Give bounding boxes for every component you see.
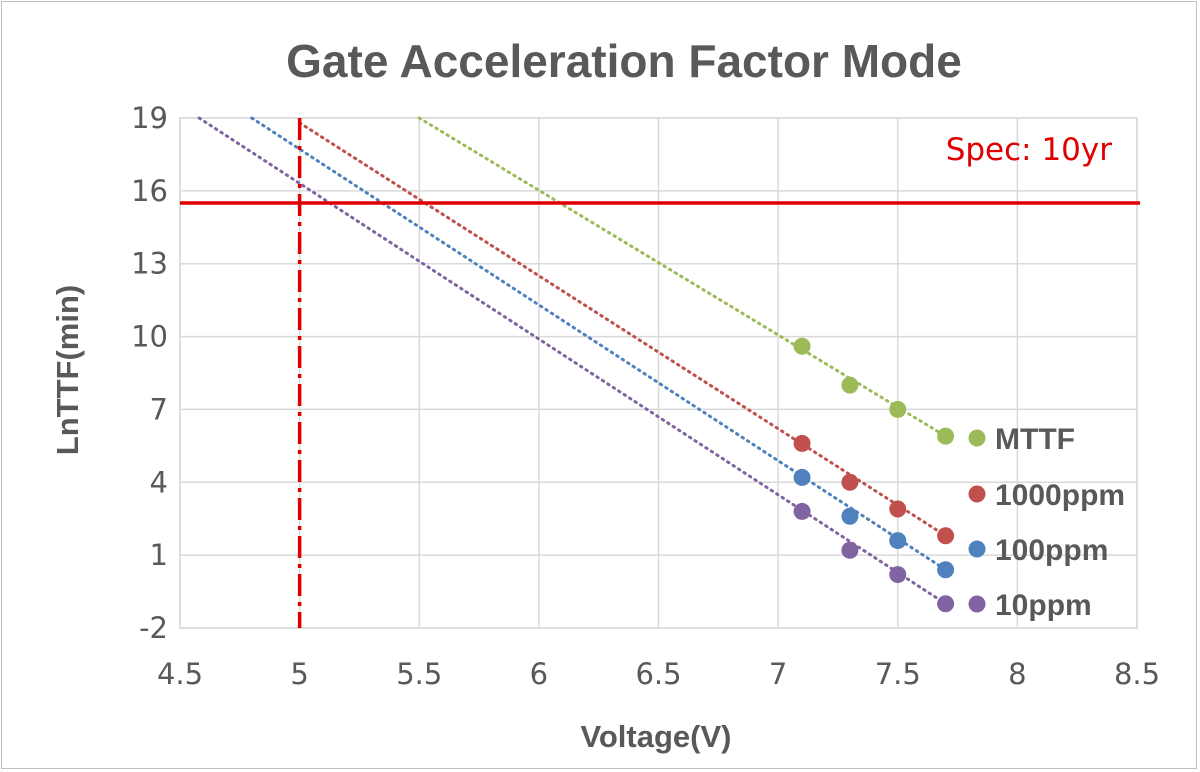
data-point xyxy=(841,541,859,559)
data-point xyxy=(937,595,955,613)
series-group xyxy=(197,116,955,613)
y-axis-label: LnTTF(min) xyxy=(50,285,85,455)
series-10ppm xyxy=(197,116,955,613)
x-tick-label: 6.5 xyxy=(635,657,681,691)
x-axis-label: Voltage(V) xyxy=(581,719,732,754)
spec-label: Spec: 10yr xyxy=(946,132,1113,168)
legend-label: 10ppm xyxy=(995,589,1092,622)
legend: MTTF 1000ppm 100ppm 10ppm xyxy=(968,423,1125,622)
x-tick-label: 8.5 xyxy=(1114,657,1160,691)
y-tick-label: 10 xyxy=(131,320,168,354)
x-tick-label: 8 xyxy=(1008,657,1026,691)
data-point xyxy=(793,337,811,355)
chart-title: Gate Acceleration Factor Mode xyxy=(286,35,962,87)
series-100ppm xyxy=(250,116,955,579)
legend-label: 100ppm xyxy=(995,534,1108,567)
data-point xyxy=(889,500,907,518)
data-point xyxy=(937,527,955,545)
data-point xyxy=(889,566,907,584)
legend-marker xyxy=(968,485,986,503)
data-point xyxy=(793,502,811,520)
y-tick-label: 4 xyxy=(150,465,168,499)
x-tick-label: 6 xyxy=(530,657,548,691)
series-1000ppm xyxy=(298,121,955,545)
data-point xyxy=(841,376,859,394)
y-tick-label: 13 xyxy=(131,247,168,281)
legend-marker xyxy=(968,595,986,613)
y-tick-label: 16 xyxy=(131,174,168,208)
y-tick-label: 19 xyxy=(131,101,168,135)
x-tick-label: 5 xyxy=(290,657,308,691)
legend-marker xyxy=(968,540,986,558)
y-tick-label: 1 xyxy=(150,538,168,572)
trendline xyxy=(298,121,948,538)
series-mttf xyxy=(417,116,955,445)
x-tick-label: 4.5 xyxy=(157,657,203,691)
legend-label: 1000ppm xyxy=(995,479,1125,512)
data-point xyxy=(841,507,859,525)
tick-labels: 4.5 5 5.5 6 6.5 7 7.5 8 8.5 19 16 13 10 7 4 1 -2 xyxy=(131,101,1160,691)
data-point xyxy=(793,434,811,452)
trendline xyxy=(197,116,948,606)
x-tick-label: 7 xyxy=(769,657,787,691)
data-point xyxy=(937,427,955,445)
reference-lines xyxy=(180,118,1140,628)
gridlines xyxy=(179,117,1138,629)
data-point xyxy=(889,400,907,418)
data-point xyxy=(937,561,955,579)
legend-label: MTTF xyxy=(995,423,1075,456)
y-tick-label: 7 xyxy=(150,392,168,426)
data-point xyxy=(841,473,859,491)
legend-marker xyxy=(968,429,986,447)
trendline xyxy=(250,116,948,572)
data-point xyxy=(793,468,811,486)
y-tick-label: -2 xyxy=(139,611,168,645)
x-tick-label: 7.5 xyxy=(875,657,921,691)
x-tick-label: 5.5 xyxy=(396,657,442,691)
data-point xyxy=(889,532,907,550)
